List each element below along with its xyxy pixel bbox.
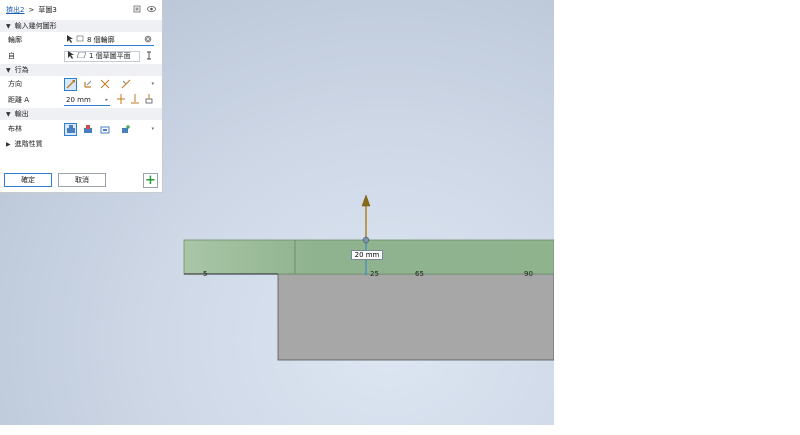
cancel-button[interactable]: 取消 xyxy=(58,173,106,187)
profile-selector[interactable]: 8 個輪廓 xyxy=(64,34,154,46)
ruler-tick-label: 25 xyxy=(370,270,379,278)
eye-icon[interactable] xyxy=(147,5,156,15)
direction-arrow-head[interactable] xyxy=(361,194,371,207)
chevron-right-icon[interactable]: ▸ xyxy=(105,96,108,103)
boolean-label: 布林 xyxy=(8,125,22,133)
ruler-tick-label: 5 xyxy=(203,270,208,278)
collapse-triangle-icon: ▼ xyxy=(6,22,11,30)
extent-to-icon[interactable] xyxy=(130,94,140,106)
base-part[interactable] xyxy=(277,273,554,361)
manipulator-handle[interactable] xyxy=(362,236,370,244)
distance-input[interactable]: 20 mm ▸ xyxy=(64,95,110,106)
face-value: 1 個草圖平面 xyxy=(89,52,131,60)
profile-row: 輪廓 8 個輪廓 xyxy=(0,32,162,48)
plus-icon: + xyxy=(145,172,156,188)
section-input-geometry[interactable]: ▼ 輸入幾何圖形 xyxy=(0,20,162,32)
section-behavior[interactable]: ▼ 行為 xyxy=(0,64,162,76)
panel-footer: 確定 取消 + xyxy=(0,168,162,192)
ruler-tick-label: 90 xyxy=(524,270,533,278)
boolean-intersect-button[interactable] xyxy=(98,123,111,136)
clear-selection-icon[interactable] xyxy=(144,35,152,45)
direction-asymmetric-button[interactable] xyxy=(119,78,132,91)
boolean-row: 布林 ▾ xyxy=(0,120,162,138)
face-label: 自 xyxy=(8,52,15,60)
distance-row: 距離 A 20 mm ▸ xyxy=(0,92,162,108)
distance-label: 距離 A xyxy=(8,96,30,104)
collapse-triangle-icon: ▼ xyxy=(6,66,11,74)
dimension-input[interactable]: 20 mm xyxy=(351,250,383,260)
cursor-icon xyxy=(67,51,74,61)
direction-default-button[interactable] xyxy=(64,77,77,91)
extent-between-icon[interactable] xyxy=(144,94,154,106)
section-advanced-properties[interactable]: ▶ 進階性質 xyxy=(0,138,162,150)
direction-label: 方向 xyxy=(8,80,22,88)
direction-row: 方向 ▾ xyxy=(0,76,162,92)
profile-icon xyxy=(76,35,84,44)
section-output[interactable]: ▼ 輸出 xyxy=(0,108,162,120)
section-title: 行為 xyxy=(14,66,29,74)
breadcrumb-current: 草圖3 xyxy=(38,6,57,14)
copy-icon[interactable] xyxy=(133,5,141,15)
ok-button[interactable]: 確定 xyxy=(4,173,52,187)
profile-value: 8 個輪廓 xyxy=(87,35,115,44)
face-row: 自 1 個草圖平面 xyxy=(0,48,162,64)
direction-flipped-button[interactable] xyxy=(81,78,94,91)
breadcrumb-parent-link[interactable]: 擠出2 xyxy=(6,6,25,14)
distance-value: 20 mm xyxy=(66,95,91,104)
start-face-selector[interactable]: 1 個草圖平面 xyxy=(64,50,140,62)
breadcrumb-separator: > xyxy=(28,6,35,14)
chevron-down-icon[interactable]: ▾ xyxy=(151,126,154,132)
expand-triangle-icon: ▶ xyxy=(6,140,11,148)
measure-icon[interactable] xyxy=(146,51,152,62)
extrude-property-panel: 擠出2 > 草圖3 ▼ 輸入幾何圖形 輪廓 8 個輪廓 xyxy=(0,0,163,193)
section-title: 輸出 xyxy=(14,110,29,118)
direction-symmetric-button[interactable] xyxy=(98,78,111,91)
boolean-new-solid-button[interactable] xyxy=(119,123,132,136)
panel-header: 擠出2 > 草圖3 xyxy=(0,0,162,20)
plane-icon xyxy=(76,51,87,60)
section-title: 輸入幾何圖形 xyxy=(14,22,57,30)
apply-and-new-button[interactable]: + xyxy=(143,172,158,188)
ruler-tick-label: 65 xyxy=(415,270,424,278)
collapse-triangle-icon: ▼ xyxy=(6,110,11,118)
cursor-icon xyxy=(66,34,73,45)
profile-label: 輪廓 xyxy=(8,36,22,44)
boolean-join-button[interactable] xyxy=(64,122,77,136)
section-title: 進階性質 xyxy=(14,140,43,148)
extent-through-icon[interactable] xyxy=(116,94,126,106)
chevron-down-icon[interactable]: ▾ xyxy=(151,81,154,87)
boolean-cut-button[interactable] xyxy=(81,123,94,136)
